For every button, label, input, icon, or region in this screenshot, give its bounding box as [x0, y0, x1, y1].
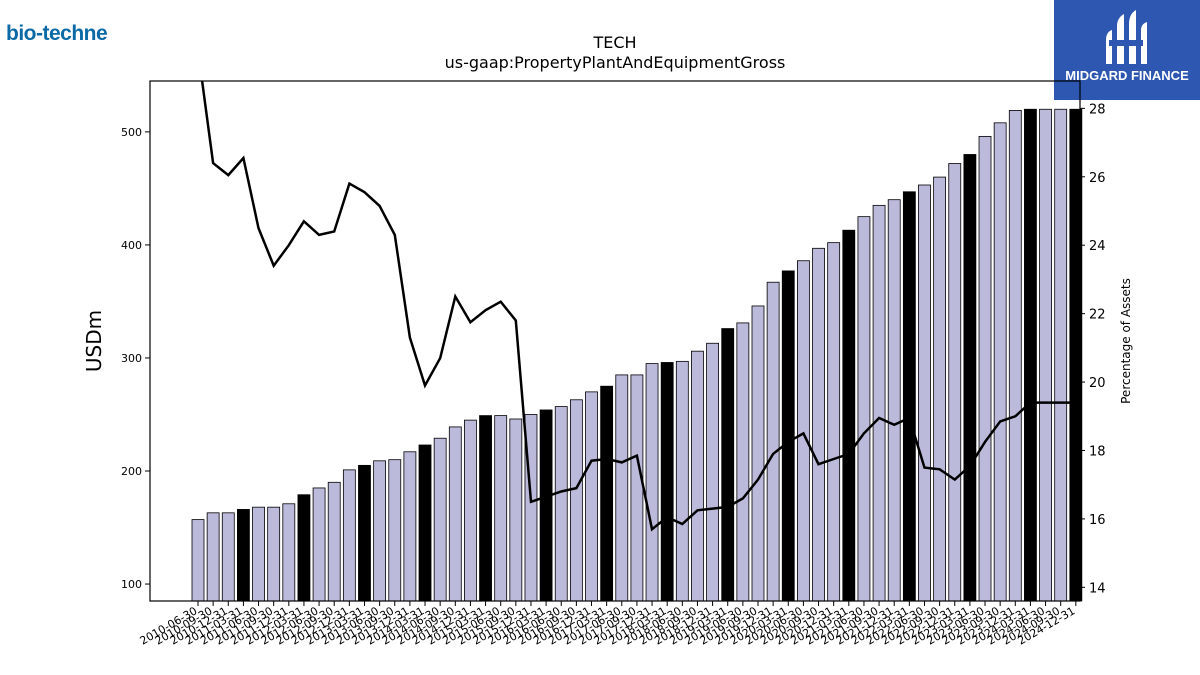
y2-tick-label: 28 [1089, 102, 1106, 117]
bar [1054, 108, 1068, 602]
bar [373, 460, 387, 602]
y2-tick-label: 20 [1089, 376, 1106, 391]
bar [539, 409, 553, 602]
bar [479, 415, 492, 602]
bar [751, 305, 765, 602]
bar [736, 322, 750, 602]
bar [797, 260, 810, 602]
bar [691, 350, 704, 602]
bar [1008, 109, 1022, 602]
bar [660, 362, 674, 602]
bar [327, 481, 341, 602]
bar [872, 204, 886, 602]
bar [221, 512, 235, 602]
bar-series [191, 108, 1083, 602]
y2-tick-label: 24 [1089, 239, 1106, 254]
y2-tick-label: 14 [1089, 581, 1106, 596]
bar [312, 487, 326, 602]
bar [388, 459, 402, 602]
midgard-brand-text: MIDGARD FINANCE [1065, 68, 1189, 83]
y-tick-label: 300 [121, 352, 142, 365]
bar [993, 122, 1007, 602]
bar [615, 374, 629, 602]
bar [706, 342, 719, 602]
bar [842, 229, 856, 602]
x-axis: 2010-06-302010-09-302010-12-312011-03-31… [138, 601, 1077, 648]
bar [1039, 108, 1052, 602]
bar [933, 176, 947, 602]
bar [978, 135, 992, 602]
y2-tick-label: 18 [1089, 444, 1106, 459]
bar [358, 464, 371, 602]
bio-techne-logo: bio-techne [6, 22, 108, 45]
y2-tick-label: 16 [1089, 513, 1106, 528]
bar [857, 216, 871, 602]
percentage-line [200, 81, 1076, 532]
bar [645, 363, 659, 602]
bar [554, 406, 568, 602]
bar [887, 199, 901, 602]
bar [267, 506, 281, 602]
bar [918, 184, 931, 602]
y-axis-right: 14 16 18 20 22 24 26 28 [1080, 102, 1106, 596]
line-series [200, 81, 1076, 532]
bar [569, 399, 583, 602]
bar [721, 328, 735, 602]
bar [494, 415, 508, 602]
chart-title: TECH [592, 33, 636, 52]
bar [418, 444, 432, 602]
bar [902, 191, 916, 602]
bar [600, 385, 614, 602]
bar [282, 503, 296, 602]
bar [1024, 108, 1037, 602]
bar [585, 391, 598, 602]
y-tick-label: 500 [121, 126, 142, 139]
bar [464, 419, 477, 602]
y-tick-label: 200 [121, 465, 142, 478]
bar [342, 469, 356, 602]
midgard-logo-icon [1106, 10, 1147, 64]
bar [191, 519, 205, 602]
bar [675, 360, 689, 602]
chart-subtitle: us-gaap:PropertyPlantAndEquipmentGross [445, 53, 786, 72]
y2-tick-label: 26 [1089, 171, 1106, 186]
bar [509, 418, 523, 602]
bar [781, 270, 795, 602]
bar [948, 163, 962, 602]
bar [963, 154, 977, 602]
bar [433, 437, 447, 602]
y-tick-label: 400 [121, 239, 142, 252]
bar [812, 247, 825, 602]
bar [448, 426, 462, 602]
midgard-finance-logo: MIDGARD FINANCE [1054, 0, 1200, 100]
y-axis-left: 100 200 300 400 500 [121, 126, 150, 591]
y-tick-label: 100 [121, 578, 142, 591]
bar [766, 281, 780, 602]
bar [237, 509, 250, 602]
bar [206, 512, 220, 602]
bar [827, 242, 841, 602]
bar [630, 374, 644, 602]
y2-axis-label: Percentage of Assets [1119, 278, 1133, 404]
bar [297, 494, 311, 602]
y-axis-label: USDm [82, 310, 106, 372]
bar [403, 451, 417, 602]
y2-tick-label: 22 [1089, 308, 1106, 323]
bar [252, 506, 265, 602]
plot-frame [149, 80, 1081, 602]
